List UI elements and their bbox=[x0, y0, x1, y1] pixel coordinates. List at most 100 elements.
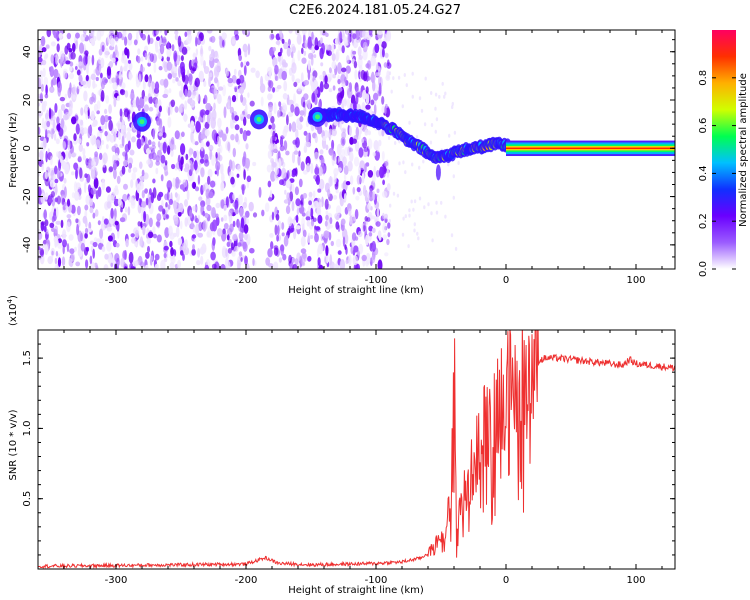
noise-speck bbox=[146, 238, 152, 244]
noise-speck bbox=[229, 163, 233, 170]
noise-speck bbox=[286, 192, 290, 202]
noise-speck bbox=[454, 246, 458, 251]
noise-speck bbox=[315, 174, 320, 186]
noise-speck bbox=[90, 167, 96, 180]
noise-speck bbox=[103, 115, 109, 123]
noise-speck bbox=[144, 74, 149, 83]
noise-speck bbox=[305, 141, 312, 148]
snr-y-label: SNR (10 * v/v) bbox=[8, 409, 19, 480]
noise-speck bbox=[120, 89, 126, 96]
noise-speck bbox=[283, 235, 289, 247]
noise-speck bbox=[228, 238, 232, 245]
noise-speck bbox=[116, 175, 121, 185]
noise-speck bbox=[75, 123, 80, 135]
noise-speck bbox=[302, 101, 306, 108]
noise-speck bbox=[116, 95, 121, 102]
noise-speck bbox=[242, 130, 248, 142]
noise-speck bbox=[273, 102, 277, 115]
noise-speck bbox=[225, 248, 228, 257]
noise-speck bbox=[341, 81, 346, 88]
noise-speck bbox=[38, 126, 41, 135]
noise-speck bbox=[95, 265, 99, 269]
noise-speck bbox=[121, 119, 125, 130]
noise-speck bbox=[291, 121, 297, 133]
noise-speck bbox=[310, 54, 314, 60]
noise-speck bbox=[431, 238, 434, 243]
noise-speck bbox=[368, 225, 374, 232]
noise-speck bbox=[382, 212, 385, 220]
noise-speck bbox=[114, 185, 119, 192]
noise-speck bbox=[48, 107, 52, 120]
colorbar-bar bbox=[712, 30, 736, 269]
noise-speck bbox=[180, 220, 183, 230]
noise-speck bbox=[258, 186, 262, 198]
noise-speck bbox=[72, 42, 76, 53]
noise-speck bbox=[311, 31, 314, 40]
noise-speck bbox=[104, 47, 109, 59]
noise-speck bbox=[372, 152, 376, 157]
noise-speck bbox=[88, 158, 92, 168]
noise-speck bbox=[274, 64, 279, 75]
noise-speck bbox=[319, 81, 324, 93]
noise-speck bbox=[159, 30, 162, 34]
noise-speck bbox=[139, 96, 145, 109]
noise-speck bbox=[287, 227, 291, 236]
noise-speck bbox=[202, 210, 206, 217]
noise-speck bbox=[184, 217, 188, 227]
noise-speck bbox=[55, 138, 60, 145]
noise-speck bbox=[281, 232, 285, 237]
noise-speck bbox=[270, 33, 275, 40]
noise-speck bbox=[356, 187, 361, 193]
noise-speck bbox=[279, 30, 283, 38]
noise-speck bbox=[143, 172, 149, 180]
noise-speck bbox=[132, 99, 137, 105]
noise-speck bbox=[58, 32, 63, 39]
noise-speck bbox=[280, 47, 283, 54]
noise-speck bbox=[367, 170, 374, 178]
noise-speck bbox=[225, 260, 231, 269]
noise-speck bbox=[349, 136, 354, 145]
noise-speck bbox=[92, 248, 95, 259]
noise-speck bbox=[220, 163, 223, 175]
noise-speck bbox=[247, 43, 251, 56]
noise-speck bbox=[267, 180, 272, 188]
noise-speck bbox=[383, 62, 388, 68]
noise-speck bbox=[183, 167, 190, 173]
noise-speck bbox=[451, 101, 454, 106]
noise-speck bbox=[387, 136, 391, 140]
noise-speck bbox=[291, 151, 296, 164]
noise-speck bbox=[371, 240, 377, 252]
noise-speck bbox=[50, 79, 54, 88]
noise-speck bbox=[177, 80, 182, 87]
noise-speck bbox=[109, 133, 112, 142]
noise-speck bbox=[164, 165, 168, 177]
noise-speck bbox=[382, 179, 385, 186]
noise-speck bbox=[209, 180, 216, 188]
noise-speck bbox=[164, 227, 170, 239]
noise-speck bbox=[173, 200, 177, 211]
noise-speck bbox=[82, 154, 86, 161]
noise-speck bbox=[294, 186, 299, 196]
noise-speck bbox=[279, 136, 284, 147]
noise-speck bbox=[248, 201, 254, 212]
noise-speck bbox=[106, 226, 113, 232]
noise-speck bbox=[411, 71, 414, 76]
noise-speck bbox=[249, 247, 255, 254]
noise-speck bbox=[374, 150, 381, 161]
noise-speck bbox=[349, 175, 354, 186]
noise-speck bbox=[283, 140, 288, 151]
noise-speck bbox=[288, 30, 293, 34]
noise-speck bbox=[237, 194, 243, 206]
noise-speck bbox=[184, 199, 188, 207]
noise-speck bbox=[343, 36, 348, 47]
noise-speck bbox=[220, 181, 225, 192]
noise-speck bbox=[105, 186, 111, 193]
noise-speck bbox=[134, 229, 139, 239]
noise-speck bbox=[342, 156, 347, 167]
noise-speck bbox=[314, 167, 320, 175]
noise-speck bbox=[365, 63, 370, 69]
noise-speck bbox=[401, 104, 404, 109]
noise-speck bbox=[131, 172, 136, 181]
noise-speck bbox=[111, 77, 116, 84]
noise-speck bbox=[231, 38, 236, 45]
